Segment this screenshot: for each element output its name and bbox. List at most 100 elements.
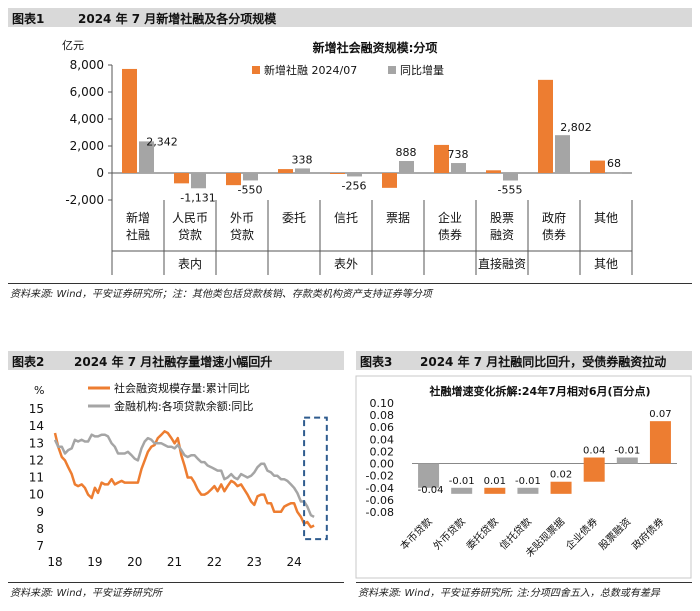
chart2-legend-label-0: 社会融资规模存量:累计同比 — [114, 381, 250, 395]
x-category-label: 债券 — [438, 227, 462, 242]
chart2-x-tick-label: 23 — [247, 555, 262, 569]
fig2-header-bar — [8, 351, 344, 370]
x-category-label: 人民币 — [172, 211, 208, 225]
data-label-0: 2,342 — [146, 135, 178, 148]
chart3-bar-7 — [649, 421, 671, 464]
bar-new-6 — [434, 144, 449, 173]
bar-new-9 — [590, 160, 605, 173]
y-tick-label: 4,000 — [70, 112, 104, 126]
chart3-data-label-4: 0.02 — [550, 470, 572, 481]
x-category-label: 票据 — [386, 211, 410, 225]
chart1-data-labels: 2,342 -1,131 -550 338 -256 888 738 -555 2,802 68 — [146, 121, 621, 204]
chart3-data-label-2: 0.01 — [484, 476, 506, 487]
x-category-label: 股票 — [490, 211, 514, 225]
bar-yoy-7 — [503, 173, 518, 181]
chart1-legend: 新增社融 2024/07 同比增量 — [252, 63, 444, 77]
bar-new-8 — [538, 79, 553, 173]
x-category-label: 债券 — [542, 227, 566, 242]
x-group-label: 其他 — [594, 257, 618, 271]
x-category-label: 贷款 — [230, 228, 254, 242]
chart2-y-tick-label: 9 — [36, 505, 44, 519]
chart3-data-label-1: -0.01 — [449, 476, 475, 487]
x-category-label: 贷款 — [178, 228, 202, 242]
chart3-data-label-6: -0.01 — [614, 446, 640, 457]
fig1-source: 资料来源: Wind，平安证券研究所；注：其他类包括贷款核销、存款类机构资产支持… — [10, 289, 432, 300]
chart3-data-label-7: 0.07 — [649, 409, 671, 420]
chart2-legend-label-1: 金融机构:各项贷款余额:同比 — [114, 399, 253, 413]
fig3-header-bar — [356, 351, 692, 370]
bar-new-0 — [122, 68, 137, 173]
data-label-6: 738 — [448, 148, 469, 161]
legend-label-0: 新增社融 2024/07 — [264, 63, 357, 77]
bar-new-5 — [382, 173, 397, 188]
chart3-y-tick-label: -0.06 — [366, 494, 394, 507]
chart3-bar-5 — [583, 457, 605, 482]
x-category-label: 政府 — [542, 210, 566, 225]
chart2: % 15 14 13 12 11 10 9 8 718 19 20 21 22 23 24 社会融资规模存量:累… — [29, 381, 328, 569]
fig3-source: 资料来源: Wind，平安证券研究所; 注:分项四舍五入，总数或有差异 — [358, 588, 660, 599]
fig1-header-bar — [8, 8, 692, 27]
chart2-x-tick-label: 18 — [47, 555, 62, 569]
chart3-y-tick-label: 0.04 — [370, 433, 395, 446]
chart3-bar-4 — [550, 481, 572, 494]
chart2-series-line-1 — [53, 433, 315, 519]
data-label-5: 888 — [396, 146, 417, 159]
bar-yoy-3 — [295, 168, 310, 173]
x-category-label: 企业 — [438, 210, 462, 225]
chart2-y-tick-label: 8 — [36, 522, 44, 536]
chart3-y-tick-label: 0.06 — [370, 421, 395, 434]
chart3-x-category-label: 股票融资 — [597, 516, 634, 553]
fig3-rule — [356, 582, 692, 583]
bar-yoy-1 — [191, 173, 206, 189]
chart2-y-tick-label: 12 — [29, 453, 44, 467]
chart3-y-tick-label: 0.02 — [370, 445, 395, 458]
bar-yoy-8 — [555, 135, 570, 173]
chart3-title: 社融增速变化拆解:24年7月相对6月(百分点) — [428, 384, 650, 398]
data-label-7: -555 — [498, 183, 523, 196]
chart3-y-tick-label: -0.04 — [366, 482, 394, 495]
data-label-9: 68 — [607, 157, 621, 170]
chart3-y-tick-label: -0.02 — [366, 470, 394, 483]
x-category-label: 外币 — [230, 211, 254, 225]
chart3-x-category-label: 企业债券 — [563, 515, 600, 552]
chart2-series-line-0 — [53, 430, 315, 529]
bar-new-1 — [174, 173, 189, 184]
chart3-y-tick-label: 0.00 — [370, 458, 395, 471]
x-category-label: 新增 — [126, 210, 150, 225]
chart3: 社融增速变化拆解:24年7月相对6月(百分点)0.100.080.060.040… — [355, 375, 692, 579]
y-tick-label: 6,000 — [70, 85, 104, 99]
fig1-rule — [8, 283, 692, 284]
chart2-x-tick-label: 24 — [286, 555, 301, 569]
chart2-y-tick-label: 15 — [29, 402, 44, 416]
chart2-x-tick-label: 20 — [127, 555, 142, 569]
chart3-y-tick-label: 0.10 — [370, 397, 395, 410]
chart1-title: 新增社会融资规模:分项 — [313, 40, 438, 55]
chart1: 新增社会融资规模:分项 亿元 新增社融 2024/07 同比增量 8,000 6,0… — [62, 39, 633, 275]
chart3-frame — [355, 375, 692, 579]
chart1-unit-label: 亿元 — [62, 39, 84, 52]
x-group-label: 表外 — [334, 257, 358, 271]
y-tick-label: 8,000 — [70, 58, 104, 72]
y-tick-label: -2,000 — [65, 193, 104, 207]
chart3-bar-3 — [517, 487, 539, 494]
data-label-1: -1,131 — [180, 191, 215, 204]
bar-yoy-5 — [399, 161, 414, 173]
chart3-bar-1 — [451, 487, 473, 494]
data-label-8: 2,802 — [560, 121, 592, 134]
fig3-title: 2024 年 7 月社融同比回升，受债券融资拉动 — [420, 355, 667, 369]
chart2-x-tick-label: 19 — [87, 555, 102, 569]
bar-yoy-4 — [347, 173, 362, 177]
chart2-y-tick-label: 10 — [29, 488, 44, 502]
chart3-y-tick-label: 0.08 — [370, 409, 395, 422]
fig2-title: 2024 年 7 月社融存量增速小幅回升 — [74, 355, 273, 369]
data-label-4: -256 — [342, 179, 367, 192]
x-category-label: 委托 — [282, 211, 306, 225]
chart2-x-tick-label: 22 — [207, 555, 222, 569]
chart2-y-tick-label: 14 — [29, 419, 44, 433]
chart3-data-label-0: -0.04 — [418, 485, 444, 496]
fig1-title: 2024 年 7 月新增社融及各分项规模 — [78, 12, 277, 26]
y-tick-label: 0 — [96, 166, 104, 180]
chart2-unit-label: % — [34, 384, 44, 397]
legend-swatch-0 — [252, 66, 260, 74]
